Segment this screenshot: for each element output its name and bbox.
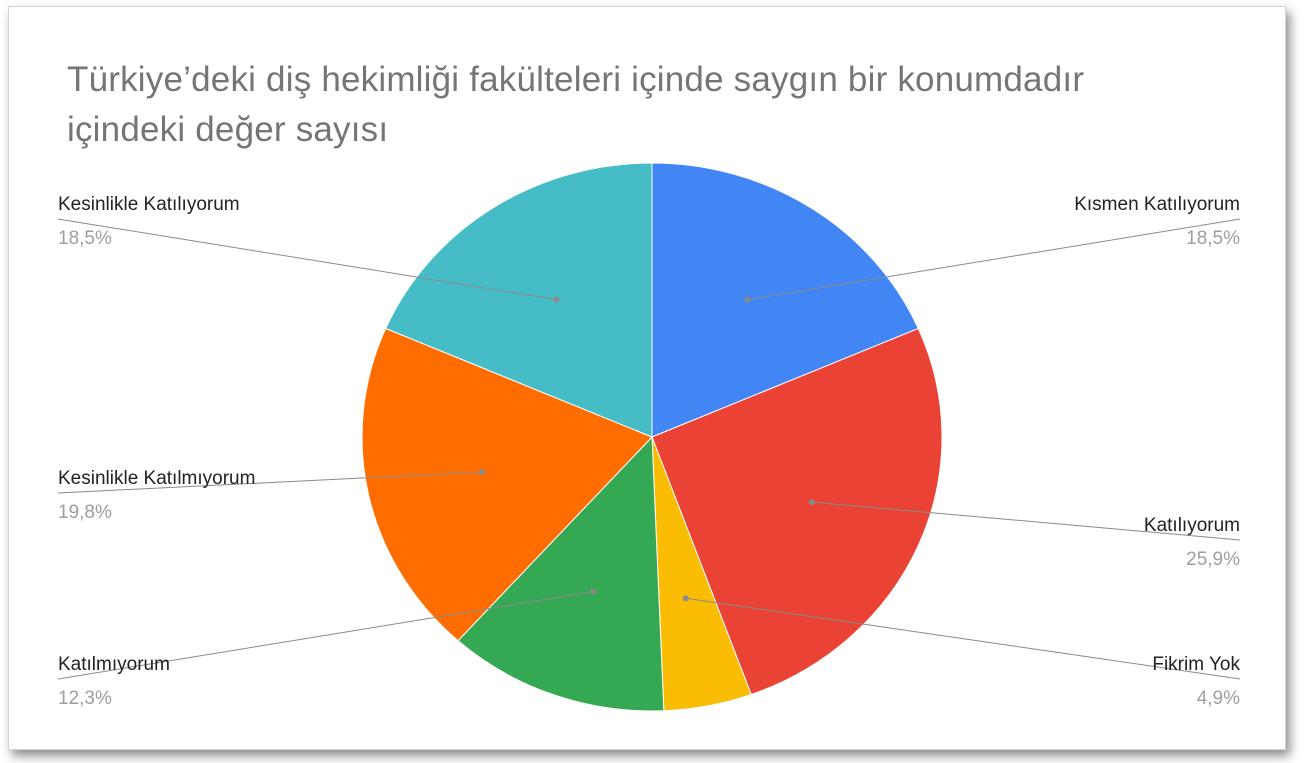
pie-slice-kismen-katiliyorum[interactable] [651, 162, 919, 438]
slice-label-kesinlikle-katiliyorum: Kesinlikle Katılıyorum [58, 194, 240, 215]
pie-slices [361, 162, 943, 712]
slice-percent-kesinlikle-katilmiyorum: 19,8% [58, 502, 112, 523]
leader-line-katiliyorum [811, 501, 1241, 541]
slice-label-katilmiyorum: Katılmıyorum [58, 654, 170, 675]
chart-title: Türkiye’deki diş hekimliği fakülteleri i… [67, 60, 1085, 149]
leader-lines [57, 218, 1241, 680]
pie-slice-katiliyorum[interactable] [651, 327, 943, 696]
leader-line-fikrim-yok [685, 597, 1241, 680]
leader-line-katilmiyorum [57, 591, 594, 680]
leader-line-kismen-katiliyorum [747, 218, 1241, 301]
pie-slice-kesinlikle-katilmiyorum[interactable] [361, 327, 653, 642]
pie-slice-kesinlikle-katiliyorum[interactable] [385, 162, 653, 438]
slice-labels: Kısmen Katılıyorum 18,5% Katılıyorum 25,9% F… [58, 194, 1240, 709]
leader-line-kesinlikle-katilmiyorum [57, 471, 483, 494]
slice-label-kesinlikle-katilmiyorum: Kesinlikle Katılmıyorum [58, 468, 255, 489]
leader-line-kesinlikle-katiliyorum [57, 218, 557, 301]
slice-label-katiliyorum: Katılıyorum [1144, 515, 1240, 536]
slice-percent-katilmiyorum: 12,3% [58, 688, 112, 709]
slice-label-fikrim-yok: Fikrim Yok [1152, 654, 1240, 675]
pie-slice-katilmiyorum[interactable] [457, 435, 665, 712]
slice-percent-kesinlikle-katiliyorum: 18,5% [58, 228, 112, 249]
slice-label-kismen-katiliyorum: Kısmen Katılıyorum [1074, 194, 1240, 215]
slice-percent-fikrim-yok: 4,9% [1197, 688, 1240, 709]
slice-percent-kismen-katiliyorum: 18,5% [1186, 228, 1240, 249]
slice-percent-katiliyorum: 25,9% [1186, 549, 1240, 570]
